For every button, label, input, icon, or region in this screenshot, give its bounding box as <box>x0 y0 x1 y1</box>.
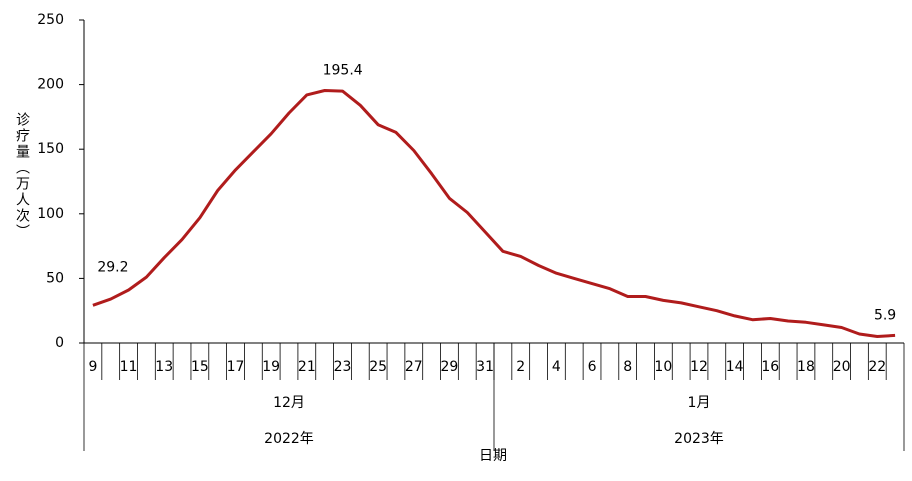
x-tick-label: 6 <box>588 359 597 375</box>
y-tick-label: 100 <box>37 206 64 222</box>
x-tick-label: 13 <box>155 359 173 375</box>
x-tick-label: 29 <box>441 359 459 375</box>
x-tick-label: 17 <box>227 359 245 375</box>
x-tick-label: 4 <box>552 359 561 375</box>
x-tick-label: 19 <box>262 359 280 375</box>
x-tick-label: 10 <box>654 359 672 375</box>
year-label: 2023年 <box>674 431 724 447</box>
month-label: 1月 <box>688 395 711 411</box>
x-tick-label: 22 <box>868 359 886 375</box>
x-tick-label: 25 <box>369 359 387 375</box>
x-tick-label: 8 <box>623 359 632 375</box>
x-tick-label: 23 <box>334 359 352 375</box>
x-axis-label: 日期 <box>479 448 507 464</box>
y-tick-label: 150 <box>37 141 64 157</box>
x-tick-label: 31 <box>476 359 494 375</box>
data-label: 5.9 <box>874 307 896 323</box>
y-tick-label: 0 <box>55 335 64 351</box>
x-tick-label: 11 <box>120 359 138 375</box>
x-tick-label: 12 <box>690 359 708 375</box>
x-tick-label: 9 <box>88 359 97 375</box>
x-tick-label: 15 <box>191 359 209 375</box>
y-axis-label: 诊疗量（万人次） <box>14 112 30 240</box>
y-tick-label: 250 <box>37 12 64 28</box>
y-tick-label: 200 <box>37 77 64 93</box>
x-tick-label: 16 <box>761 359 779 375</box>
y-tick-label: 50 <box>46 270 64 286</box>
year-label: 2022年 <box>264 431 314 447</box>
x-tick-label: 18 <box>797 359 815 375</box>
series-line <box>92 89 896 338</box>
x-tick-label: 2 <box>516 359 525 375</box>
x-tick-label: 20 <box>833 359 851 375</box>
data-label: 195.4 <box>323 63 363 79</box>
data-label: 29.2 <box>97 259 128 275</box>
month-label: 12月 <box>273 395 305 411</box>
x-tick-label: 14 <box>726 359 744 375</box>
x-tick-label: 21 <box>298 359 316 375</box>
x-tick-label: 27 <box>405 359 423 375</box>
